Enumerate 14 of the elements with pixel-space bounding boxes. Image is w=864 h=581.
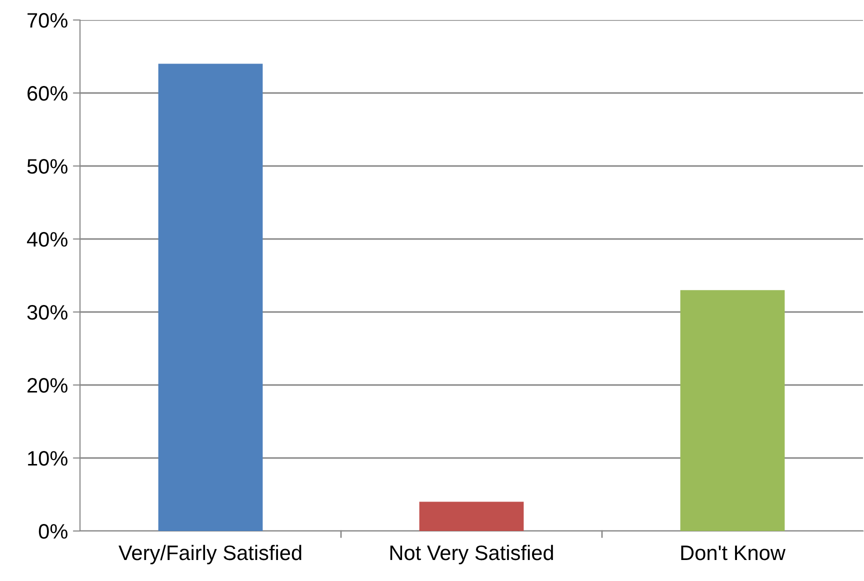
x-tick-label: Don't Know (681, 546, 786, 560)
y-tick-label: 40% (26, 232, 68, 247)
y-tick-label: 0% (38, 524, 68, 539)
x-tick-label: Very/Fairly Satisfied (118, 544, 302, 564)
y-tick-label: 60% (28, 86, 68, 101)
bar (680, 290, 785, 531)
y-tick-label: 70% (28, 13, 68, 28)
x-tick-label: Not Very Satisfied (390, 544, 553, 564)
y-tick-label: 10% (28, 451, 68, 466)
y-tick-label: 20% (28, 378, 68, 393)
bar (419, 502, 524, 531)
y-tick-label: 30% (27, 305, 68, 320)
y-tick-label: 50% (27, 159, 68, 174)
bar (158, 64, 263, 531)
